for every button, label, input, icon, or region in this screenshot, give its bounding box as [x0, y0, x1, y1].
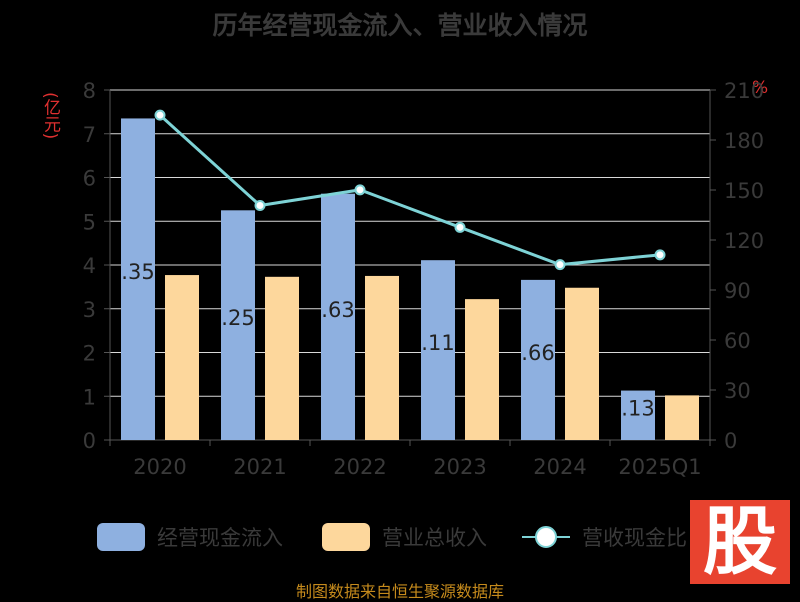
x-tick-label: 2023 [433, 455, 486, 479]
y-axis-right-unit: % [752, 78, 769, 98]
bar-data-label: .35 [121, 260, 154, 284]
bar-1 [165, 275, 199, 440]
bar-0 [521, 279, 555, 440]
y-left-tick-label: 0 [83, 429, 96, 453]
legend-item-ratio[interactable]: 营收现金比 [522, 520, 687, 554]
line-point [554, 259, 566, 271]
y-right-tick-label: 90 [724, 279, 751, 303]
y-right-tick-label: 120 [724, 229, 764, 253]
bar-1 [565, 287, 599, 440]
bar-data-label: .11 [421, 331, 454, 355]
y-left-tick-label: 3 [83, 298, 96, 322]
y-left-tick-label: 1 [83, 385, 96, 409]
source-note: 制图数据来自恒生聚源数据库 [295, 582, 504, 601]
y-right-tick-label: 60 [724, 329, 751, 353]
chart-title: 历年经营现金流入、营业收入情况 [212, 11, 588, 40]
x-tick-label: 2021 [233, 455, 286, 479]
legend-label-revenue: 营业总收入 [382, 526, 487, 550]
line-point [354, 184, 366, 196]
line-point [654, 249, 666, 261]
bar-0 [221, 210, 255, 440]
legend-swatch-revenue [322, 523, 370, 551]
legend-label-cash-inflow: 经营现金流入 [157, 526, 283, 550]
y-right-tick-label: 30 [724, 379, 751, 403]
bar-0 [621, 390, 655, 440]
y-right-tick-label: 210 [724, 79, 764, 103]
logo-badge: 股 [690, 500, 790, 584]
y-left-tick-label: 5 [83, 210, 96, 234]
x-tick-label: 2022 [333, 455, 386, 479]
bar-1 [265, 276, 299, 440]
y-left-tick-label: 2 [83, 342, 96, 366]
legend-label-ratio: 营收现金比 [582, 526, 687, 550]
y-right-tick-label: 0 [724, 429, 737, 453]
legend-item-cash-inflow[interactable]: 经营现金流入 [97, 520, 283, 554]
x-tick-label: 2024 [533, 455, 586, 479]
y-right-tick-label: 180 [724, 129, 764, 153]
bar-1 [365, 275, 399, 440]
bar-data-label: .13 [621, 396, 654, 420]
y-left-tick-label: 7 [83, 123, 96, 147]
bar-0 [421, 260, 455, 440]
legend-swatch-cash-inflow [97, 523, 145, 551]
line-point [254, 200, 266, 211]
bar-data-label: .63 [321, 298, 354, 322]
y-right-tick-label: 150 [724, 179, 764, 203]
bar-1 [465, 299, 499, 440]
legend-item-revenue[interactable]: 营业总收入 [322, 520, 487, 554]
bar-0 [121, 118, 155, 440]
bar-1 [665, 395, 699, 440]
line-point [454, 221, 466, 233]
line-point [154, 109, 166, 121]
bar-data-label: .66 [521, 341, 554, 365]
line-series [158, 114, 661, 267]
x-tick-label: 2025Q1 [618, 455, 701, 479]
y-left-tick-label: 6 [83, 167, 96, 191]
bar-data-label: .25 [221, 306, 254, 330]
legend-swatch-ratio [522, 523, 570, 551]
y-axis-left-unit: (亿元) [40, 92, 60, 140]
bar-0 [321, 193, 355, 440]
y-left-tick-label: 4 [83, 254, 96, 278]
y-left-tick-label: 8 [83, 79, 96, 103]
x-tick-label: 2020 [133, 455, 186, 479]
